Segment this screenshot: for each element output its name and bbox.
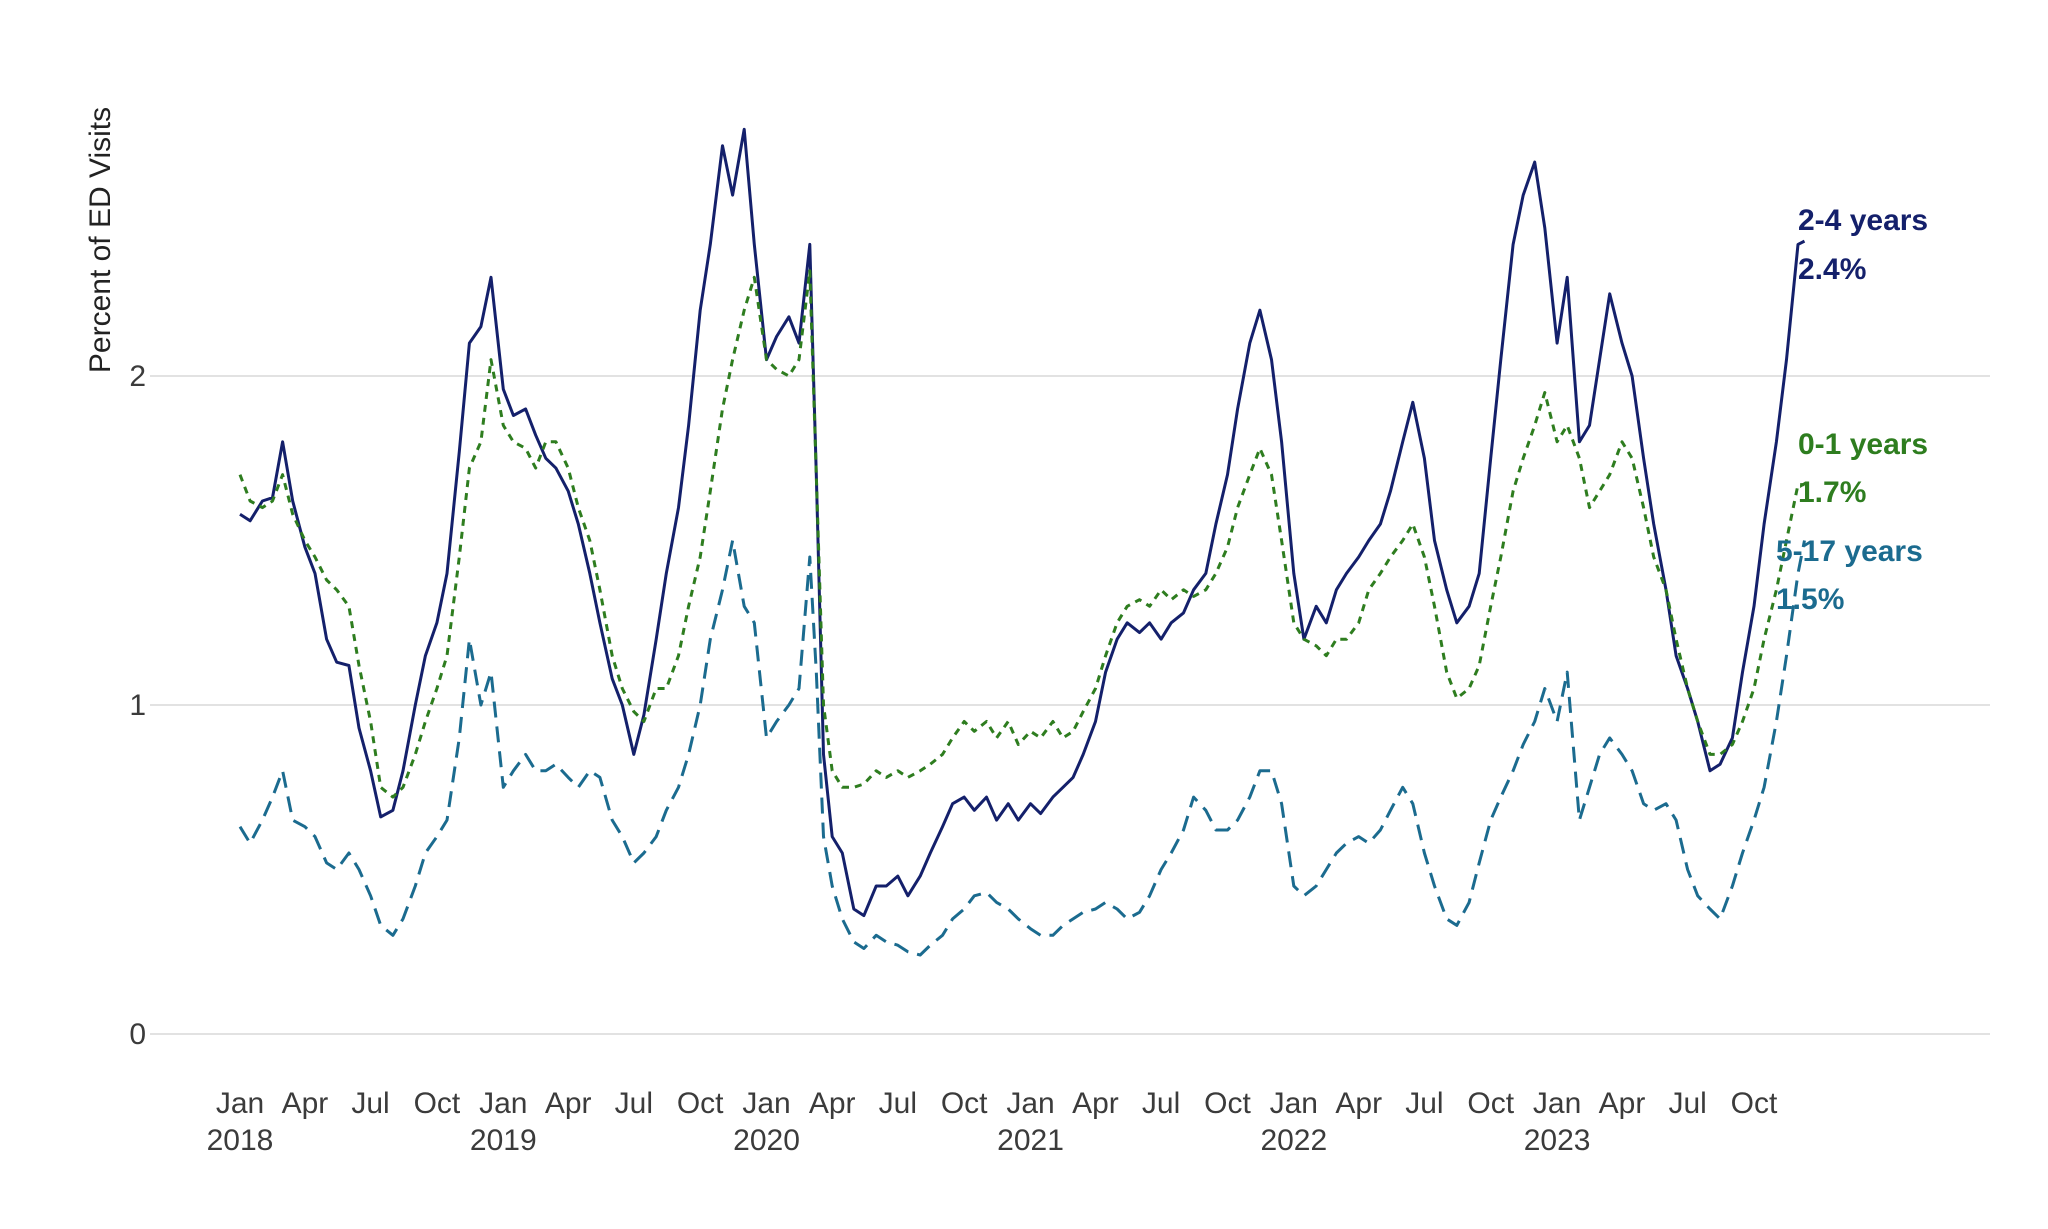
x-tick-month: Jan [1533,1087,1581,1120]
x-tick-month: Oct [941,1087,988,1120]
x-tick-month: Jan [742,1087,790,1120]
series-value-label: 1.7% [1798,476,1866,509]
x-tick-year: 2018 [207,1124,274,1157]
series-end-labels: 2-4 years 2.4% 0-1 years 1.7% 5-17 years 1.5% [1776,204,1928,616]
x-tick-month: Oct [414,1087,461,1120]
series-name-label: 5-17 years [1776,535,1923,568]
x-tick-year: 2023 [1524,1124,1591,1157]
y-axis-label: Percent of ED Visits [84,107,117,373]
x-tick-month: Jan [1270,1087,1318,1120]
x-tick-month: Apr [1335,1087,1382,1120]
x-tick-year: 2020 [733,1124,800,1157]
x-tick-month: Apr [809,1087,856,1120]
gridlines [150,375,1990,1035]
series-name-label: 2-4 years [1798,204,1928,237]
x-tick-month: Jul [1405,1087,1443,1120]
y-tick-label: 1 [129,689,146,722]
series-name-label: 0-1 years [1798,428,1928,461]
y-tick-label: 0 [129,1018,146,1051]
y-axis-ticks: 0 1 2 [129,360,146,1051]
x-tick-month: Jan [479,1087,527,1120]
x-tick-month: Apr [282,1087,329,1120]
x-tick-month: Jul [879,1087,917,1120]
series-value-label: 1.5% [1776,583,1844,616]
series-line-0-1-years [238,269,1805,799]
x-tick-month: Apr [1599,1087,1646,1120]
x-tick-year: 2019 [470,1124,537,1157]
series-line-2-4-years [239,127,1806,918]
series-lines [238,127,1806,957]
series-value-label: 2.4% [1798,253,1866,286]
x-tick-month: Jul [1142,1087,1180,1120]
x-tick-year: 2022 [1260,1124,1327,1157]
x-tick-month: Apr [1072,1087,1119,1120]
x-tick-month: Jul [615,1087,653,1120]
x-tick-month: Apr [545,1087,592,1120]
x-tick-month: Jul [351,1087,389,1120]
x-tick-month: Oct [1467,1087,1514,1120]
y-tick-label: 2 [129,360,146,393]
series-line-5-17-years [238,539,1806,957]
x-tick-month: Jan [216,1087,264,1120]
x-tick-year: 2021 [997,1124,1064,1157]
x-tick-month: Jan [1006,1087,1054,1120]
x-tick-month: Oct [677,1087,724,1120]
x-tick-month: Jul [1668,1087,1706,1120]
x-tick-month: Oct [1204,1087,1251,1120]
x-tick-month: Oct [1731,1087,1778,1120]
